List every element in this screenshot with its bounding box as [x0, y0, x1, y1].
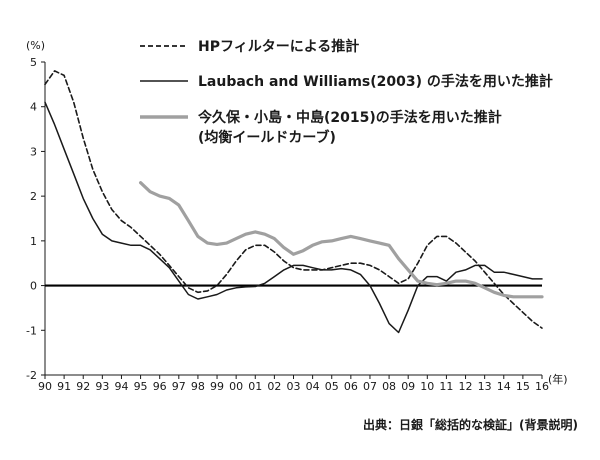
x-tick-label: 02 — [267, 380, 281, 393]
x-tick-label: 03 — [287, 380, 301, 393]
x-tick-label: 16 — [535, 380, 549, 393]
x-tick-label: 92 — [76, 380, 90, 393]
x-tick-label: 05 — [325, 380, 339, 393]
series-line-3 — [139, 181, 544, 299]
x-tick-label: 09 — [401, 380, 415, 393]
source-caption: 出典：日銀「総括的な検証」(背景説明) — [363, 418, 578, 432]
x-tick-label: 04 — [306, 380, 320, 393]
legend-label-1: HPフィルターによる推計 — [198, 38, 359, 55]
x-tick-label: 98 — [191, 380, 205, 393]
x-tick-label: 97 — [172, 380, 186, 393]
y-tick-label: 2 — [30, 190, 37, 203]
x-tick-label: 91 — [57, 380, 71, 393]
x-tick-label: 94 — [114, 380, 128, 393]
x-tick-label: 99 — [210, 380, 224, 393]
legend: HPフィルターによる推計 Laubach and Williams(2003) の… — [140, 38, 553, 146]
legend-label-4: (均衡イールドカーブ) — [198, 129, 336, 146]
x-tick-label: 10 — [420, 380, 434, 393]
x-tick-label: 01 — [248, 380, 262, 393]
x-tick-label: 12 — [459, 380, 473, 393]
legend-label-3: 今久保・小島・中島(2015)の手法を用いた推計 — [197, 109, 502, 126]
x-tick-label: 14 — [497, 380, 511, 393]
y-tick-label: 3 — [30, 145, 37, 158]
x-tick-label: 00 — [229, 380, 243, 393]
x-tick-label: 13 — [478, 380, 492, 393]
x-tick-label: 15 — [516, 380, 530, 393]
x-tick-label: 11 — [439, 380, 453, 393]
x-tick-label: 93 — [95, 380, 109, 393]
y-tick-label: -1 — [26, 324, 37, 337]
y-unit-label: (%) — [26, 39, 45, 52]
x-tick-label: 06 — [344, 380, 358, 393]
series-line-2 — [44, 101, 543, 334]
y-tick-label: 5 — [30, 56, 37, 69]
y-tick-label: -2 — [26, 369, 37, 382]
x-tick-label: 90 — [38, 380, 52, 393]
x-tick-label: 96 — [153, 380, 167, 393]
x-tick-label: 08 — [382, 380, 396, 393]
x-tick-label: 95 — [134, 380, 148, 393]
legend-label-2: Laubach and Williams(2003) の手法を用いた推計 — [198, 73, 553, 90]
x-tick-label: 07 — [363, 380, 377, 393]
y-tick-label: 0 — [30, 280, 37, 293]
series-line-1 — [44, 70, 543, 329]
series-layer — [44, 70, 544, 334]
y-tick-label: 1 — [30, 235, 37, 248]
y-tick-label: 4 — [30, 101, 37, 114]
x-unit-label: (年) — [548, 372, 568, 386]
